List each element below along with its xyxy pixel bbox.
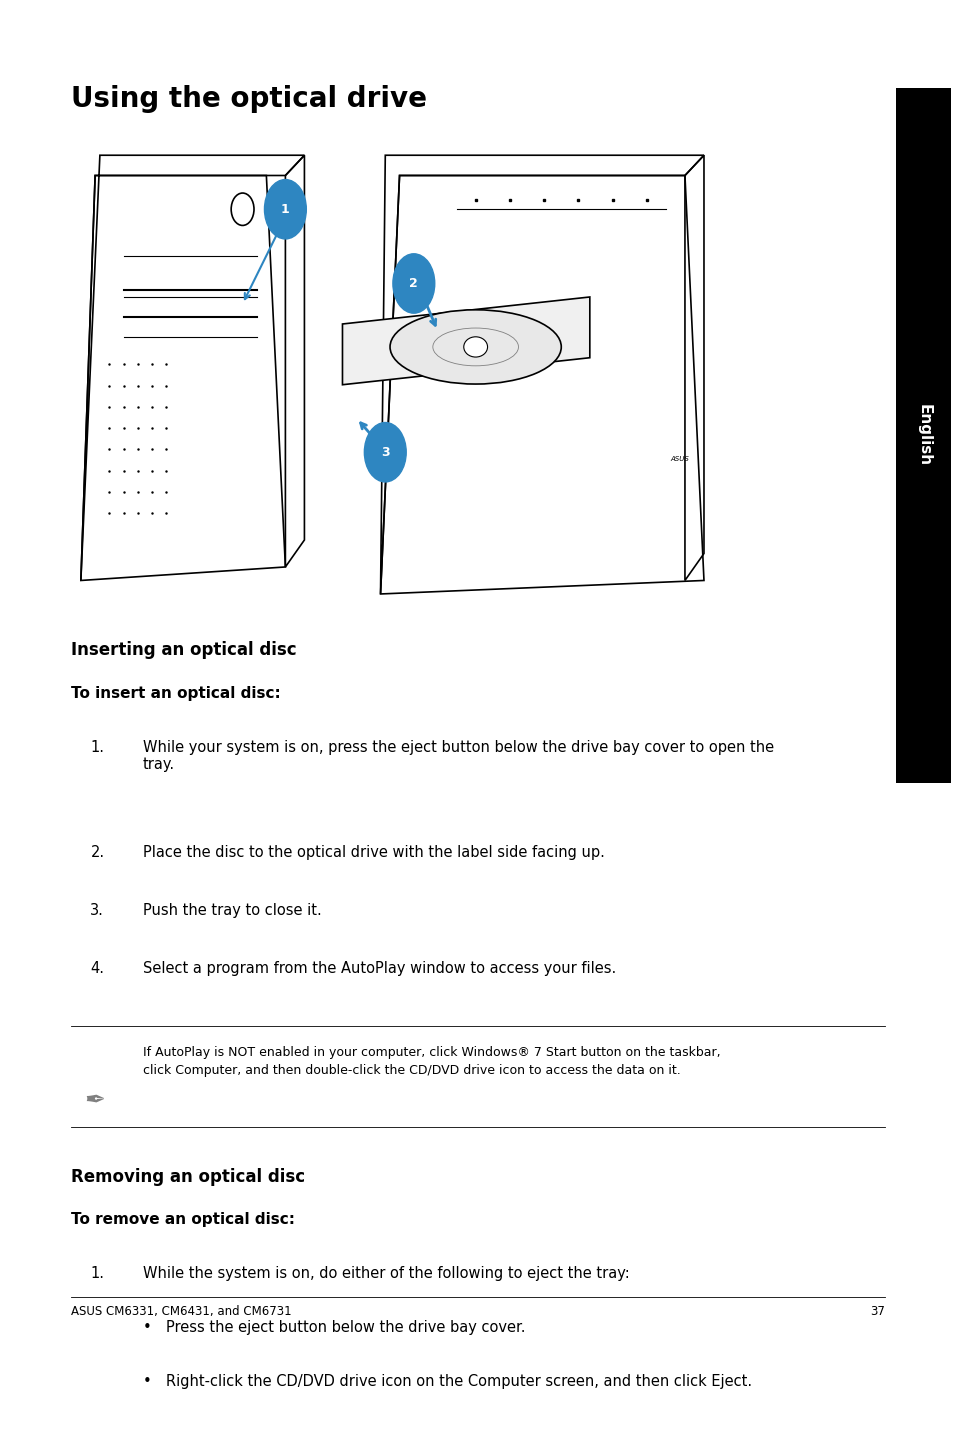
Text: While your system is on, press the eject button below the drive bay cover to ope: While your system is on, press the eject… — [143, 739, 773, 772]
Text: 1.: 1. — [91, 739, 104, 755]
Text: 4.: 4. — [91, 961, 104, 976]
Text: To insert an optical disc:: To insert an optical disc: — [71, 686, 281, 700]
Text: Removing an optical disc: Removing an optical disc — [71, 1168, 305, 1186]
Text: Right-click the CD/DVD drive icon on the Computer screen, and then click Eject.: Right-click the CD/DVD drive icon on the… — [167, 1375, 752, 1389]
Text: ASUS: ASUS — [670, 456, 689, 462]
Text: 37: 37 — [869, 1304, 883, 1317]
Polygon shape — [342, 298, 589, 385]
Text: Push the tray to close it.: Push the tray to close it. — [143, 903, 321, 917]
Bar — [895, 88, 950, 782]
Ellipse shape — [390, 309, 560, 384]
Text: 3: 3 — [380, 446, 389, 459]
Text: •: • — [143, 1375, 152, 1389]
Text: Using the optical drive: Using the optical drive — [71, 85, 427, 114]
Text: •: • — [143, 1320, 152, 1336]
Text: Inserting an optical disc: Inserting an optical disc — [71, 641, 296, 659]
Text: While the system is on, do either of the following to eject the tray:: While the system is on, do either of the… — [143, 1267, 629, 1281]
Text: Place the disc to the optical drive with the label side facing up.: Place the disc to the optical drive with… — [143, 846, 604, 860]
Text: 3.: 3. — [91, 903, 104, 917]
Text: ASUS CM6331, CM6431, and CM6731: ASUS CM6331, CM6431, and CM6731 — [71, 1304, 292, 1317]
Text: If AutoPlay is NOT enabled in your computer, click Windows® 7 Start button on th: If AutoPlay is NOT enabled in your compu… — [143, 1047, 720, 1077]
Text: Select a program from the AutoPlay window to access your files.: Select a program from the AutoPlay windo… — [143, 961, 616, 976]
Text: To remove an optical disc:: To remove an optical disc: — [71, 1212, 295, 1227]
Text: 1.: 1. — [91, 1267, 104, 1281]
Text: 2: 2 — [409, 278, 417, 290]
Text: English: English — [915, 404, 930, 466]
Text: Press the eject button below the drive bay cover.: Press the eject button below the drive b… — [167, 1320, 525, 1336]
Ellipse shape — [463, 336, 487, 357]
Circle shape — [264, 180, 306, 239]
Circle shape — [393, 253, 435, 313]
Circle shape — [364, 423, 406, 482]
Text: 1: 1 — [281, 203, 290, 216]
Text: 2.: 2. — [91, 846, 105, 860]
Text: ✒: ✒ — [85, 1089, 106, 1112]
